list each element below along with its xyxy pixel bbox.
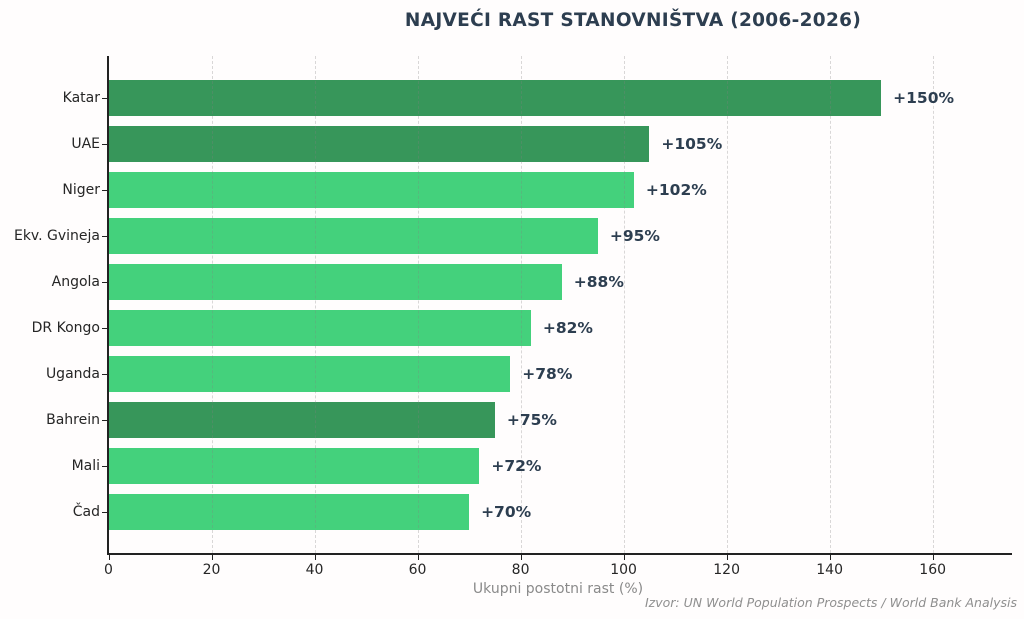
y-tick-mark bbox=[101, 374, 109, 375]
bar bbox=[108, 448, 480, 484]
x-tick-mark bbox=[623, 554, 625, 560]
category-label: UAE bbox=[71, 136, 100, 152]
x-tick-mark bbox=[932, 554, 934, 560]
category-label: Uganda bbox=[45, 366, 100, 382]
x-tick-label: 0 bbox=[104, 562, 113, 578]
gridline bbox=[314, 56, 316, 553]
y-tick-mark bbox=[101, 190, 109, 191]
gridline bbox=[932, 56, 934, 553]
y-tick-mark bbox=[101, 420, 109, 421]
category-label: Ekv. Gvineja bbox=[13, 228, 100, 244]
y-tick-mark bbox=[101, 282, 109, 283]
source-note: Izvor: UN World Population Prospects / W… bbox=[644, 595, 1017, 610]
bar-value-label: +75% bbox=[506, 411, 557, 429]
x-tick-mark bbox=[726, 554, 728, 560]
gridline bbox=[623, 56, 625, 553]
bar bbox=[108, 494, 470, 530]
gridline bbox=[417, 56, 419, 553]
category-label: Niger bbox=[62, 182, 100, 198]
bar-value-label: +82% bbox=[542, 319, 593, 337]
x-tick-label: 40 bbox=[305, 562, 324, 578]
x-tick-label: 120 bbox=[713, 562, 740, 578]
x-tick-mark bbox=[520, 554, 522, 560]
bar bbox=[108, 264, 562, 300]
x-tick-mark bbox=[211, 554, 213, 560]
y-tick-mark bbox=[101, 328, 109, 329]
bar bbox=[108, 126, 650, 162]
x-tick-mark bbox=[417, 554, 419, 560]
bar-value-label: +78% bbox=[522, 365, 573, 383]
x-tick-label: 160 bbox=[919, 562, 947, 578]
x-tick-mark bbox=[829, 554, 831, 560]
bar bbox=[108, 356, 511, 392]
bar-value-label: +150% bbox=[893, 89, 955, 107]
bar bbox=[108, 402, 495, 438]
y-tick-mark bbox=[101, 466, 109, 467]
bar bbox=[108, 172, 634, 208]
bar-value-label: +70% bbox=[481, 503, 532, 521]
category-label: Angola bbox=[51, 274, 100, 290]
category-label: Čad bbox=[72, 504, 100, 520]
y-tick-mark bbox=[101, 98, 109, 99]
x-tick-label: 20 bbox=[202, 562, 221, 578]
bar bbox=[108, 310, 531, 346]
x-tick-label: 140 bbox=[816, 562, 843, 578]
y-tick-mark bbox=[101, 144, 109, 145]
bar bbox=[108, 218, 598, 254]
gridline bbox=[520, 56, 522, 553]
x-tick-mark bbox=[314, 554, 316, 560]
chart-title: NAJVEĆI RAST STANOVNIŠTVA (2006-2026) bbox=[404, 10, 862, 31]
x-tick-label: 60 bbox=[408, 562, 427, 578]
bar-value-label: +88% bbox=[573, 273, 624, 291]
bar bbox=[108, 80, 882, 116]
gridline bbox=[211, 56, 213, 553]
bar-value-label: +72% bbox=[491, 457, 542, 475]
y-tick-mark bbox=[101, 512, 109, 513]
x-tick-label: 80 bbox=[511, 562, 530, 578]
y-tick-mark bbox=[101, 236, 109, 237]
x-tick-mark bbox=[108, 554, 110, 560]
gridline bbox=[726, 56, 728, 553]
y-axis-spine bbox=[106, 56, 109, 555]
bar-value-label: +95% bbox=[609, 227, 660, 245]
category-label: Katar bbox=[62, 90, 100, 106]
category-label: Bahrein bbox=[46, 412, 100, 428]
x-axis-label: Ukupni postotni rast (%) bbox=[472, 581, 644, 597]
gridline bbox=[829, 56, 831, 553]
x-tick-label: 100 bbox=[610, 562, 637, 578]
bar-value-label: +105% bbox=[661, 135, 723, 153]
category-label: DR Kongo bbox=[31, 320, 100, 336]
x-axis-spine bbox=[106, 553, 1012, 555]
category-label: Mali bbox=[71, 458, 100, 474]
bar-value-label: +102% bbox=[645, 181, 707, 199]
